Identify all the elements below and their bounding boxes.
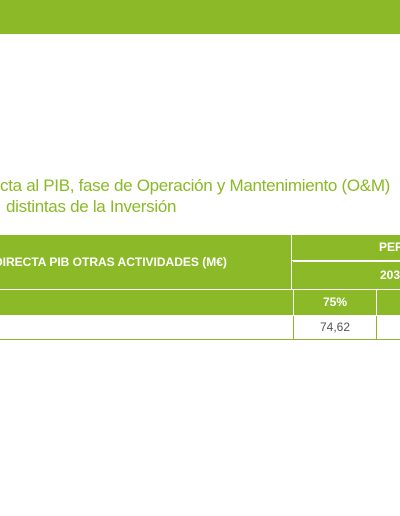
column-header-impact: DIRECTA PIB OTRAS ACTIVIDADES (M€) (0, 235, 292, 289)
top-header-strip (0, 0, 400, 34)
table-cell-value: 74,62 (293, 316, 377, 339)
data-table: DIRECTA PIB OTRAS ACTIVIDADES (M€) PER 2… (0, 235, 400, 340)
caption-line-2: distintas de la Inversión (6, 197, 177, 216)
caption-line-1: cta al PIB, fase de Operación y Mantenim… (0, 176, 391, 195)
sub-header-percentage: 75% (293, 290, 377, 315)
table-caption: cta al PIB, fase de Operación y Mantenim… (0, 175, 400, 217)
sub-header-row: 75% (0, 290, 400, 315)
column-header-year: 203 (293, 261, 400, 289)
column-header-period: PER (379, 240, 400, 254)
table-row: 74,62 (0, 316, 400, 340)
